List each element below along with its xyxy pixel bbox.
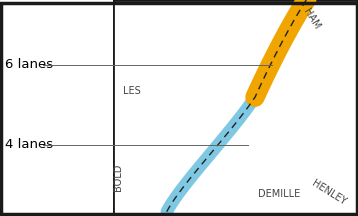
Text: LES: LES	[122, 86, 140, 96]
Text: 4 lanes: 4 lanes	[5, 138, 53, 151]
Text: HENLEY: HENLEY	[310, 179, 348, 207]
Text: BOLD: BOLD	[113, 164, 123, 191]
Text: DEMILLE: DEMILLE	[258, 189, 301, 199]
Text: 6 lanes: 6 lanes	[5, 58, 53, 71]
Text: HAM: HAM	[301, 6, 322, 31]
